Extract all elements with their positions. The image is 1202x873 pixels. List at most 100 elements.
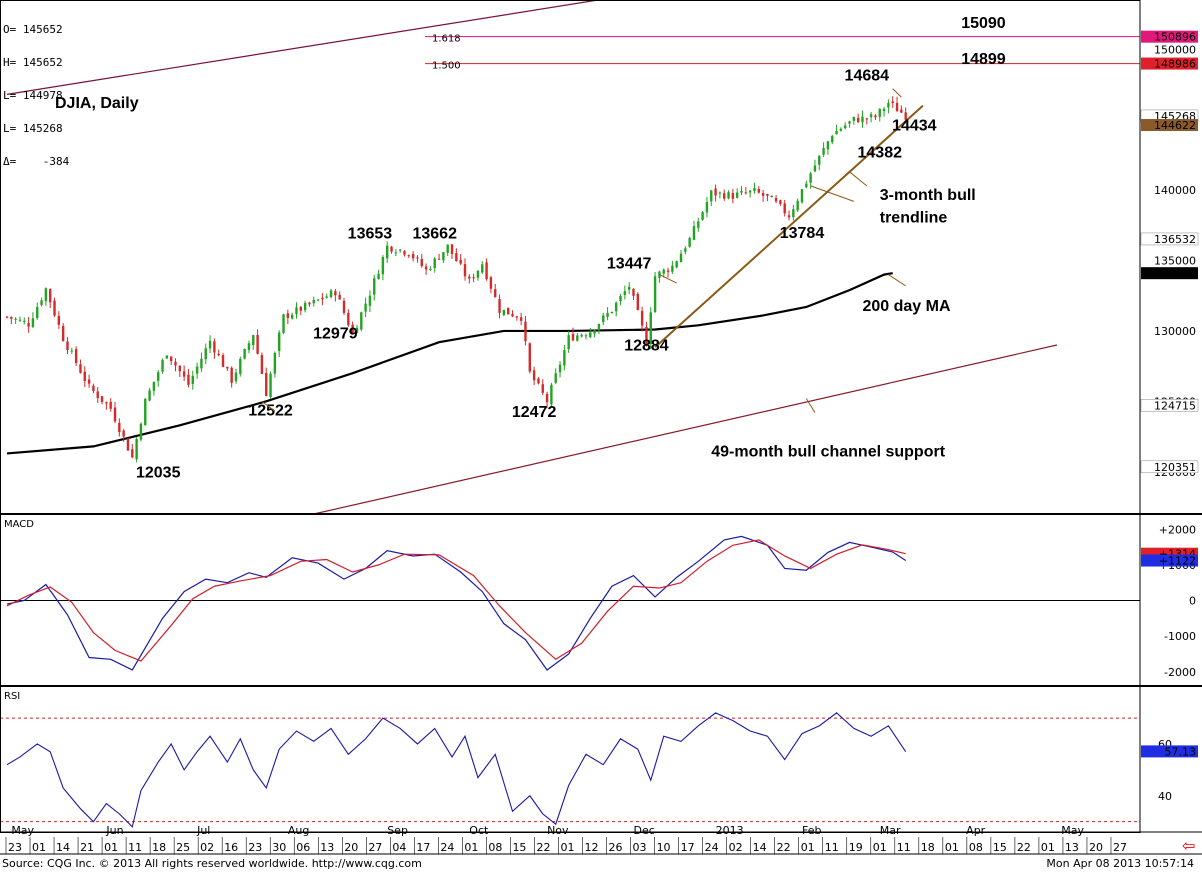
candle-body (239, 358, 242, 374)
candle-body (800, 189, 804, 203)
candle-body (887, 102, 890, 108)
candle-body (878, 108, 881, 117)
leader-line (659, 274, 677, 284)
price-annotation: 12472 (512, 404, 557, 421)
x-month-label: 2013 (716, 824, 744, 837)
candle-body (157, 372, 160, 381)
candle-body (256, 334, 259, 354)
rsi-series-line (6, 712, 907, 828)
candle-body (813, 165, 817, 172)
leader-line (849, 171, 868, 187)
candle-body (381, 256, 385, 275)
price-tag-label: 124715 (1154, 399, 1196, 412)
candle-body (450, 244, 454, 254)
candle-body (394, 252, 398, 254)
x-day-label: 18 (152, 841, 166, 854)
candle-body (96, 391, 99, 399)
leader-line (810, 185, 855, 202)
x-day-label: 01 (801, 841, 815, 854)
x-day-label: 01 (873, 841, 887, 854)
price-tag-label: 144622 (1154, 119, 1196, 132)
candle-body (528, 343, 531, 372)
candle-body (49, 288, 52, 303)
candle-body (23, 321, 26, 323)
fib-ratio-label: 1.500 (432, 61, 461, 72)
candle-body (515, 316, 519, 318)
ohlc-row: H= 145652 (3, 56, 63, 69)
candle-body (338, 294, 341, 300)
ohlc-row: Δ= -384 (3, 155, 70, 168)
candle-body (645, 326, 648, 346)
price-tag-label: 148986 (1154, 58, 1196, 71)
candle-body (818, 155, 821, 165)
price-tag-label: 150896 (1154, 31, 1196, 44)
candle-body (653, 276, 657, 313)
candle-body (347, 312, 350, 326)
x-month-label: May (1061, 824, 1084, 837)
x-day-label: 27 (1113, 841, 1127, 854)
x-day-label: 12 (585, 841, 599, 854)
x-day-label: 01 (104, 841, 118, 854)
candle-body (679, 253, 683, 263)
candle-body (891, 101, 894, 104)
x-day-label: 16 (224, 841, 238, 854)
macd-tag (1141, 554, 1198, 567)
candle-body (14, 318, 17, 320)
candle-body (66, 341, 69, 351)
candle-body (731, 192, 735, 199)
candle-body (277, 332, 281, 352)
candle-body (260, 355, 264, 374)
x-month-label: Jul (196, 824, 210, 837)
candle-body (697, 221, 700, 228)
candle-body (869, 114, 873, 118)
candle-body (407, 255, 411, 257)
macd-panel: MACD+2000+10000-1000-2000+1314+1122 (0, 519, 1198, 679)
price-tag (1140, 460, 1199, 474)
x-day-label: 15 (993, 841, 1007, 854)
candle-body (195, 366, 199, 374)
x-day-label: 08 (488, 841, 502, 854)
candle-body (204, 348, 207, 360)
candle-body (498, 299, 501, 313)
candle-body (567, 335, 570, 350)
candle-body (597, 323, 601, 331)
candle-body (861, 116, 864, 123)
price-annotation: 14382 (858, 145, 903, 162)
candle-body (446, 244, 449, 253)
candle-body (36, 306, 39, 319)
candle-body (165, 355, 169, 359)
candle-body (40, 300, 43, 305)
candle-body (580, 334, 583, 337)
candle-body (602, 315, 605, 323)
candle-body (476, 270, 480, 278)
candle-body (217, 353, 220, 356)
candle-body (606, 312, 609, 317)
x-day-label: 24 (440, 841, 454, 854)
candle-body (226, 366, 229, 369)
candle-body (433, 258, 436, 269)
macd-tag-label: +1122 (1159, 555, 1196, 568)
price-annotation: 14434 (892, 117, 937, 134)
trendline-3month (654, 104, 924, 349)
price-annotation: 12884 (624, 338, 669, 355)
candle-body (373, 278, 376, 295)
x-day-label: 01 (464, 841, 478, 854)
candle-body (770, 195, 773, 198)
price-annotation: 12522 (248, 402, 293, 419)
x-day-label: 06 (296, 841, 310, 854)
candle-body (627, 286, 631, 290)
x-day-label: 02 (729, 841, 743, 854)
panel-frames (0, 0, 1202, 855)
candle-body (61, 325, 65, 342)
candle-body (10, 316, 13, 319)
x-day-label: 18 (921, 841, 935, 854)
scroll-left-arrow-icon[interactable]: ⇦ (1182, 838, 1196, 855)
x-day-label: 01 (1041, 841, 1055, 854)
candle-body (856, 117, 860, 123)
candle-body (541, 384, 544, 393)
candle-body (550, 384, 553, 405)
candle-body (662, 269, 665, 274)
candle-body (684, 248, 687, 252)
candle-body (144, 398, 147, 426)
